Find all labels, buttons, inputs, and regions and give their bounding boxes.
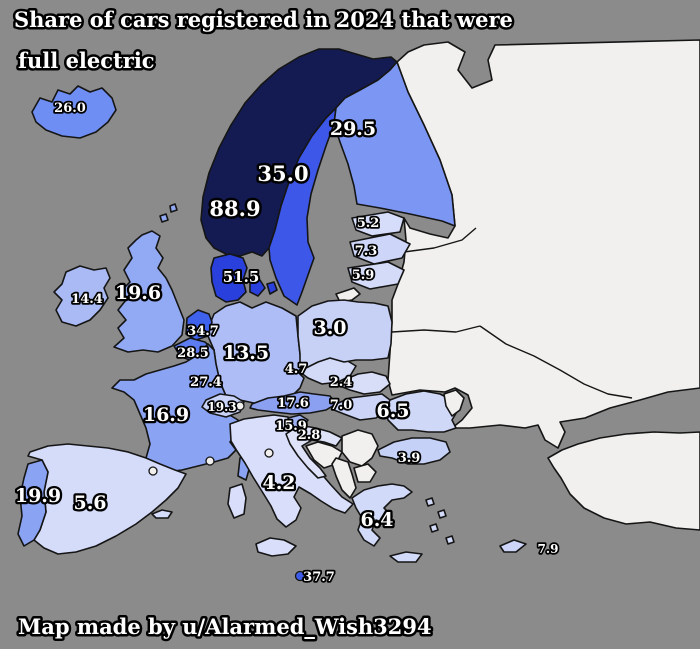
value-label-netherlands: 34.7 bbox=[187, 324, 219, 339]
value-label-poland: 3.0 bbox=[313, 317, 346, 339]
country-switzerland bbox=[201, 393, 245, 418]
monaco-dot bbox=[205, 456, 215, 466]
country-denmark-islands bbox=[249, 279, 278, 297]
value-label-germany: 13.5 bbox=[223, 342, 269, 364]
value-label-slovenia: 15.9 bbox=[275, 419, 307, 434]
value-label-france: 16.9 bbox=[143, 404, 189, 426]
country-finland bbox=[333, 61, 456, 227]
border-ukraine-russia bbox=[479, 325, 633, 399]
country-serbia bbox=[341, 429, 379, 467]
value-label-ireland: 14.4 bbox=[71, 292, 103, 307]
country-turkey bbox=[547, 431, 700, 531]
value-label-bulgaria: 3.9 bbox=[398, 451, 421, 466]
value-label-uk: 19.6 bbox=[115, 282, 161, 304]
country-slovakia bbox=[339, 371, 391, 395]
value-label-spain: 5.6 bbox=[73, 492, 106, 514]
country-uk bbox=[113, 230, 185, 353]
map-credit: Map made by u/Alarmed_Wish3294 bbox=[18, 614, 432, 639]
spain-balearics bbox=[151, 509, 173, 519]
andorra-dot bbox=[148, 466, 158, 476]
country-estonia bbox=[351, 211, 405, 237]
value-label-austria: 17.6 bbox=[277, 396, 309, 411]
value-label-belgium: 28.5 bbox=[177, 346, 209, 361]
value-label-iceland: 26.0 bbox=[54, 101, 86, 116]
country-denmark bbox=[210, 253, 248, 303]
value-label-sweden: 35.0 bbox=[257, 161, 308, 186]
country-montenegro-albania bbox=[331, 457, 357, 499]
value-label-finland: 29.5 bbox=[330, 118, 376, 140]
san-marino-dot bbox=[264, 448, 274, 458]
value-label-hungary: 7.0 bbox=[330, 398, 353, 413]
map-title-line2: full electric bbox=[18, 48, 155, 73]
value-label-luxembourg: 27.4 bbox=[190, 375, 222, 390]
value-label-latvia: 7.3 bbox=[355, 244, 378, 259]
value-label-estonia: 5.2 bbox=[357, 216, 380, 231]
value-label-portugal: 19.9 bbox=[15, 485, 61, 507]
country-croatia bbox=[285, 425, 343, 479]
greece-crete bbox=[389, 551, 423, 563]
uk-northern-isles bbox=[159, 203, 178, 223]
country-austria bbox=[249, 391, 337, 415]
country-latvia bbox=[349, 233, 411, 265]
country-ireland bbox=[53, 265, 111, 327]
country-netherlands bbox=[185, 309, 213, 341]
country-slovenia bbox=[287, 414, 309, 429]
value-label-malta: 37.7 bbox=[303, 570, 335, 585]
value-label-slovakia: 2.4 bbox=[330, 375, 353, 390]
liechtenstein-dot bbox=[235, 401, 245, 411]
italy-sicily bbox=[255, 537, 297, 557]
country-portugal bbox=[17, 459, 49, 547]
country-greece bbox=[351, 483, 413, 547]
country-bulgaria bbox=[377, 437, 451, 465]
value-label-romania: 6.5 bbox=[376, 400, 409, 422]
value-label-croatia: 2.8 bbox=[298, 428, 321, 443]
country-north-macedonia bbox=[353, 463, 377, 483]
country-poland bbox=[297, 299, 393, 369]
value-label-cyprus: 7.9 bbox=[538, 542, 559, 556]
value-label-czechia: 4.7 bbox=[285, 362, 308, 377]
region-russia-belarus-ukraine bbox=[387, 39, 700, 449]
country-cyprus bbox=[499, 539, 527, 553]
italy-sardinia bbox=[227, 483, 247, 519]
value-label-italy: 4.2 bbox=[262, 472, 295, 494]
greece-aegean-islands bbox=[425, 497, 455, 545]
border-russia-belarus bbox=[403, 227, 477, 253]
value-label-denmark: 51.5 bbox=[223, 268, 260, 286]
value-label-greece: 6.4 bbox=[360, 509, 393, 531]
country-romania bbox=[385, 390, 459, 433]
country-moldova bbox=[443, 389, 465, 417]
country-iceland bbox=[31, 85, 117, 139]
map-title-line1: Share of cars registered in 2024 that we… bbox=[14, 7, 513, 32]
border-belarus-ukraine bbox=[391, 325, 481, 333]
malta-dot bbox=[294, 570, 306, 582]
value-label-norway: 88.9 bbox=[209, 196, 260, 221]
country-lithuania bbox=[347, 261, 405, 290]
value-label-switzerland: 19.3 bbox=[207, 400, 236, 414]
country-sweden bbox=[268, 107, 337, 306]
value-label-lithuania: 5.9 bbox=[352, 268, 375, 283]
